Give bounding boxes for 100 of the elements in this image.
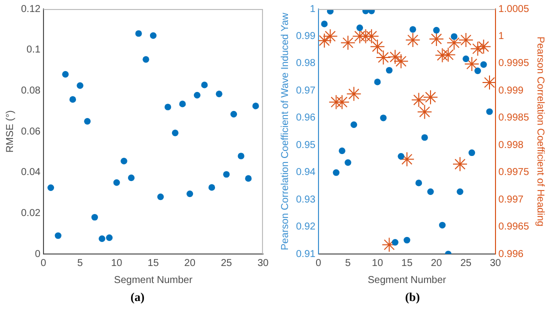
point [223,171,230,178]
point [201,82,208,88]
y2-tick-label: 0.996 [498,248,524,260]
point [417,104,432,120]
point [434,48,450,63]
y-axis-title: RMSE (°) [4,110,16,153]
point [450,33,458,40]
point [332,169,340,176]
point [364,28,380,44]
point [252,102,259,110]
point [47,184,54,191]
y2-tick-label: 0.998 [498,140,524,151]
y-tick-label: 0.94 [296,167,316,178]
point [380,114,387,122]
point [328,94,344,110]
point [452,156,468,172]
x-tick-label: 30 [490,258,502,269]
y-tick-label: 0.08 [20,85,41,96]
point [238,152,244,160]
point [474,67,482,74]
point [464,56,480,72]
text: (b) [405,289,420,306]
point [405,32,420,48]
point [186,190,194,198]
point [62,71,69,78]
point [322,28,338,44]
x-tick-label: 10 [111,258,123,269]
y2-tick-label: 0.9985 [498,112,530,124]
point [135,30,142,37]
x-axis-title: Segment Number [368,274,447,286]
x-tick-label: 20 [184,258,196,269]
y-tick-label: 0.12 [20,4,41,15]
point [54,232,62,239]
point [423,90,438,105]
point [428,31,444,46]
point [321,20,328,28]
y-tick-label: 0.04 [20,167,41,178]
point [456,188,464,195]
y-tick-label: 0.95 [296,140,316,151]
point [76,82,84,89]
point [350,121,358,128]
y-tick-label: 0.99 [296,30,316,42]
x-tick-label: 10 [372,258,384,269]
y2-tick-label: 0.9965 [498,222,530,233]
x-tick-label: 20 [430,258,442,269]
y-tick-label: 0.91 [296,248,316,260]
point [338,148,346,154]
point [208,184,216,191]
x-tick-label: 25 [220,258,232,269]
point [344,159,352,166]
point [386,66,393,74]
x-tick-label: 15 [148,258,160,269]
point [476,39,492,54]
point [370,39,385,54]
x-axis-title: Segment Number [114,274,194,286]
y2-tick-label: 1 [498,30,504,42]
y-tick-label: 0.92 [296,222,316,233]
point [356,24,364,32]
point [164,104,172,110]
point [398,152,404,160]
x-tick-label: 5 [77,258,84,269]
point [230,110,238,118]
point [421,134,428,141]
point [470,41,486,56]
point [392,238,398,246]
point [128,174,135,182]
point [394,54,409,69]
x-tick-label: 15 [401,258,413,269]
point [462,56,470,62]
point [245,175,252,182]
point [374,78,381,86]
y-axis-title: Pearson Correlation Coefficient of Wave Induced Yaw [280,12,291,250]
point [410,26,416,33]
y-tick-label: 0 [34,248,41,260]
point [382,237,397,252]
point [458,32,474,48]
point [399,152,414,167]
point [91,214,98,221]
y2-tick-label: 1.0005 [498,4,530,15]
point [439,222,446,228]
text: (a) [130,289,144,306]
y-tick-label: 0.93 [296,194,316,206]
point [179,100,186,108]
y-tick-label: 0.1 [26,44,41,56]
point [69,96,76,103]
point [113,179,120,186]
y2-tick-label: 0.9975 [498,167,530,178]
y-tick-label: 0.97 [296,85,316,96]
y-tick-label: 0.02 [20,208,41,219]
point [415,180,422,186]
point [334,94,350,110]
point [98,235,106,242]
point [340,35,356,50]
point [318,33,332,48]
y2-tick-label: 0.999 [498,85,524,96]
point [150,32,157,39]
point [480,61,487,68]
x-tick-label: 5 [345,258,352,269]
y-tick-label: 0.98 [296,58,316,70]
point [433,26,440,34]
